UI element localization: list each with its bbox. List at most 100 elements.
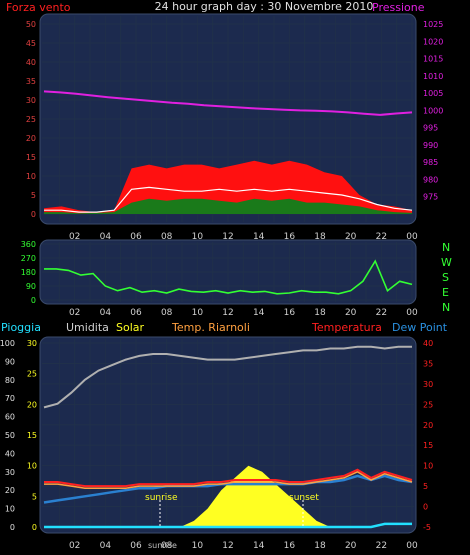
- temperature-y-tick: 10: [423, 462, 433, 471]
- wind-y-tick: 25: [26, 115, 36, 124]
- x-tick-label: 06: [130, 308, 142, 318]
- pressure-y-tick: 1020: [423, 37, 443, 46]
- humidity-y-tick: 80: [5, 376, 15, 385]
- rain-line: [44, 522, 412, 529]
- wind-y-tick: 30: [26, 96, 36, 105]
- direction-y-tick: 0: [31, 296, 36, 305]
- wind-y-tick: 5: [31, 191, 36, 200]
- pressure-y-tick: 980: [423, 175, 438, 184]
- wind-y-tick: 50: [26, 20, 36, 29]
- wind-average-area: [44, 198, 412, 214]
- direction-y-tick: 90: [26, 282, 36, 291]
- x-tick-label: 10: [192, 541, 204, 551]
- x-tick-label: 08: [161, 541, 173, 551]
- temperature-line: [44, 468, 413, 488]
- wind-direction-line: [44, 259, 413, 295]
- wind-white-line: [44, 186, 413, 213]
- x-tick-label: 16: [284, 541, 296, 551]
- x-tick-label: 16: [284, 232, 296, 242]
- humidity-y-tick: 90: [5, 357, 15, 366]
- pressure-y-tick: 1010: [423, 72, 443, 81]
- pressure-y-tick: 995: [423, 124, 438, 133]
- x-tick-label: 12: [222, 232, 233, 242]
- compass-s: S: [442, 271, 449, 284]
- direction-y-tick: 270: [21, 254, 36, 263]
- wind-pressure-plot: [42, 16, 414, 222]
- wind-gust-area: [44, 160, 412, 214]
- x-tick-label: 08: [161, 308, 173, 318]
- solar-y-tick: 5: [32, 492, 37, 501]
- x-tick-label: 14: [253, 308, 265, 318]
- temperature-y-tick: 40: [423, 339, 433, 348]
- dew-point-line: [43, 474, 413, 504]
- x-tick-label: 16: [284, 308, 296, 318]
- wind-y-tick: 40: [26, 58, 36, 67]
- pressure-y-tick: 975: [423, 193, 438, 202]
- pressure-axis-title: Pressione: [372, 1, 425, 14]
- wind-axis-title: Forza vento: [6, 1, 71, 14]
- x-tick-label: 06: [130, 541, 142, 551]
- pressure-y-tick: 990: [423, 141, 438, 150]
- pressure-y-tick: 1015: [423, 55, 443, 64]
- sunset-label: sunset: [289, 493, 319, 503]
- x-tick-label: 20: [345, 308, 357, 318]
- legend-dew-point: Dew Point: [392, 321, 448, 334]
- solar-y-tick: 15: [27, 431, 37, 440]
- solar-y-tick: 10: [27, 462, 37, 471]
- x-tick-label: 04: [100, 308, 112, 318]
- axis-ticks: 0510152025303540455097598098599099510001…: [0, 20, 443, 551]
- legend-temp-riarnoli: Temp. Riarnoli: [171, 321, 250, 334]
- direction-y-tick: 360: [21, 240, 36, 249]
- sunrise-label: sunrise: [145, 493, 178, 503]
- temperature-y-tick: 0: [423, 503, 428, 512]
- temperature-y-tick: 15: [423, 441, 433, 450]
- temperature-y-tick: 35: [423, 359, 433, 368]
- humidity-y-tick: 60: [5, 413, 15, 422]
- wind-y-tick: 10: [26, 172, 36, 181]
- x-tick-label: 22: [376, 232, 387, 242]
- solar-y-tick: 25: [27, 370, 37, 379]
- x-tick-label: 22: [376, 308, 387, 318]
- x-tick-label: 20: [345, 232, 357, 242]
- x-tick-label: 02: [69, 541, 80, 551]
- solar-y-tick: 0: [32, 523, 37, 532]
- x-tick-label: 14: [253, 232, 265, 242]
- temperature-y-tick: 5: [423, 482, 428, 491]
- wind-y-tick: 15: [26, 153, 36, 162]
- wind-y-tick: 35: [26, 77, 36, 86]
- sunrise-axis-label: sunrise: [148, 541, 177, 550]
- temperature-y-tick: -5: [423, 523, 431, 532]
- humidity-y-tick: 30: [5, 468, 15, 477]
- x-tick-label: 12: [222, 308, 233, 318]
- humidity-y-tick: 0: [10, 523, 15, 532]
- solar-area: [44, 465, 412, 527]
- x-tick-label: 18: [314, 541, 326, 551]
- temp-riarnoli-line: [44, 470, 413, 489]
- x-tick-label: 12: [222, 541, 233, 551]
- humidity-y-tick: 50: [5, 431, 15, 440]
- x-tick-label: 04: [100, 541, 112, 551]
- wind-direction-plot: [42, 242, 414, 302]
- pressure-y-tick: 1005: [423, 89, 443, 98]
- pressure-y-tick: 1000: [423, 106, 443, 115]
- temperature-plot: [42, 339, 414, 531]
- humidity-y-tick: 70: [5, 394, 15, 403]
- x-tick-label: 02: [69, 232, 80, 242]
- pressure-y-tick: 1025: [423, 20, 443, 29]
- humidity-y-tick: 40: [5, 449, 15, 458]
- x-tick-label: 20: [345, 541, 357, 551]
- humidity-y-tick: 100: [0, 339, 15, 348]
- x-tick-label: 04: [100, 232, 112, 242]
- x-tick-label: 00: [406, 308, 418, 318]
- direction-y-tick: 180: [21, 268, 36, 277]
- x-tick-label: 06: [130, 232, 142, 242]
- pressure-y-tick: 985: [423, 158, 438, 167]
- x-tick-label: 14: [253, 541, 265, 551]
- temperature-y-tick: 25: [423, 400, 433, 409]
- humidity-line: [43, 345, 412, 409]
- solar-y-tick: 30: [27, 339, 37, 348]
- compass-e: E: [442, 286, 449, 299]
- x-tick-label: 08: [161, 232, 173, 242]
- compass-n-top: N: [442, 241, 450, 254]
